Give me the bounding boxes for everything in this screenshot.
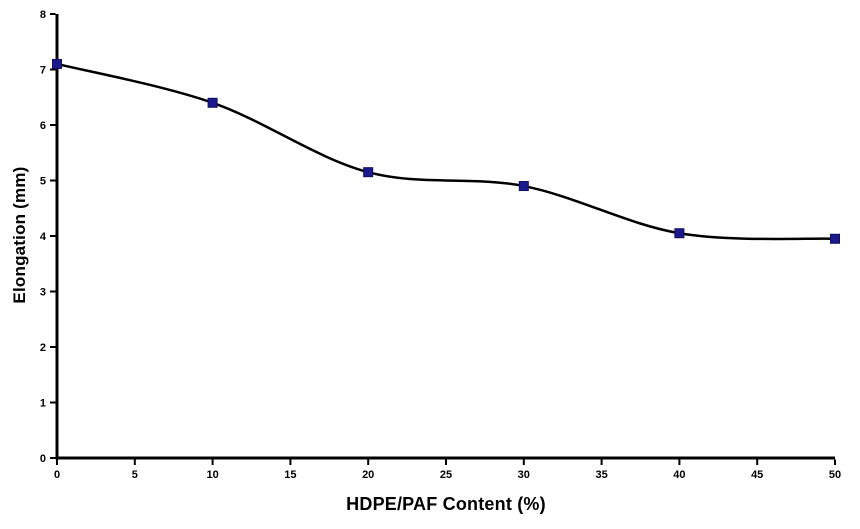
data-point-marker xyxy=(830,233,840,244)
x-axis-title: HDPE/PAF Content (%) xyxy=(346,494,546,514)
y-axis-title: Elongation (mm) xyxy=(10,166,29,304)
x-tick-label: 20 xyxy=(362,469,374,481)
x-tick-label: 35 xyxy=(595,469,607,481)
x-tick-label: 30 xyxy=(518,469,530,481)
y-tick-label: 0 xyxy=(40,453,46,465)
x-tick-label: 40 xyxy=(673,469,685,481)
x-tick-label: 5 xyxy=(132,469,138,481)
x-tick-label: 10 xyxy=(206,469,218,481)
x-tick-label: 50 xyxy=(829,469,841,481)
data-point-marker xyxy=(52,58,62,69)
elongation-series-line xyxy=(55,62,837,241)
y-tick-label: 5 xyxy=(40,176,46,188)
y-tick-label: 1 xyxy=(40,398,46,410)
y-tick-label: 3 xyxy=(40,287,46,299)
data-point-marker xyxy=(363,167,374,178)
x-tick-label: 0 xyxy=(54,469,60,481)
x-tick-label: 45 xyxy=(751,469,763,481)
y-tick-label: 8 xyxy=(40,9,46,21)
y-tick-label: 6 xyxy=(40,120,46,132)
data-point-marker xyxy=(518,181,529,192)
y-tick-label: 4 xyxy=(40,231,47,243)
y-tick-label: 7 xyxy=(40,65,46,77)
x-tick-label: 25 xyxy=(440,469,452,481)
y-tick-label: 2 xyxy=(40,342,46,354)
data-point-marker xyxy=(674,228,685,239)
x-tick-label: 15 xyxy=(284,469,296,481)
data-point-marker xyxy=(207,97,218,108)
